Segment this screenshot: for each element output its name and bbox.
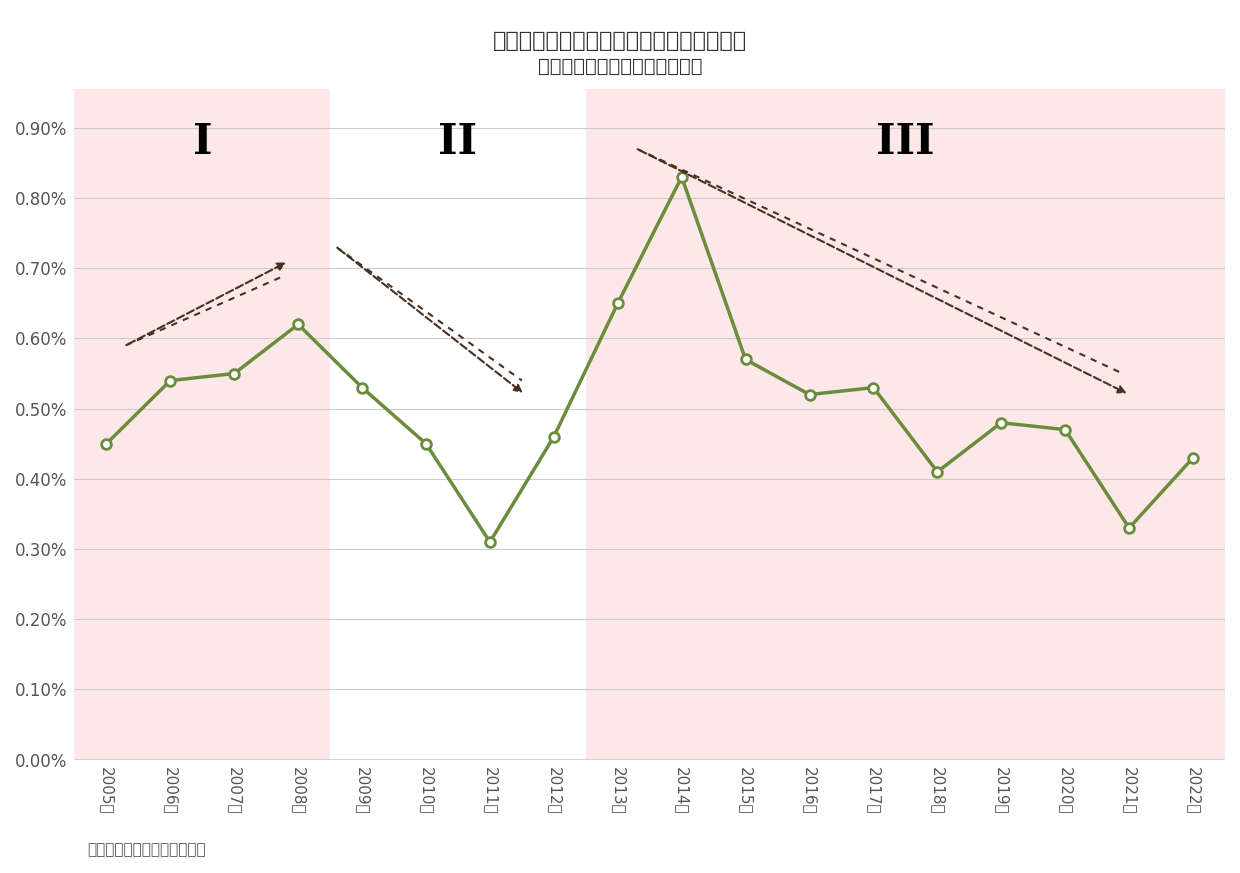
Text: II: II (439, 120, 477, 162)
Text: 図表－７　「住居の専有面積」の回帰係数: 図表－７ 「住居の専有面積」の回帰係数 (494, 31, 746, 51)
Text: I: I (192, 120, 212, 162)
Bar (74, 89, 330, 760)
Text: （１㎡増加あたりの価格変化）: （１㎡増加あたりの価格変化） (538, 57, 702, 76)
Text: （出所）ニッセイ基礎研究所: （出所）ニッセイ基礎研究所 (87, 842, 206, 857)
Bar (585, 89, 1225, 760)
Text: III: III (877, 120, 935, 162)
